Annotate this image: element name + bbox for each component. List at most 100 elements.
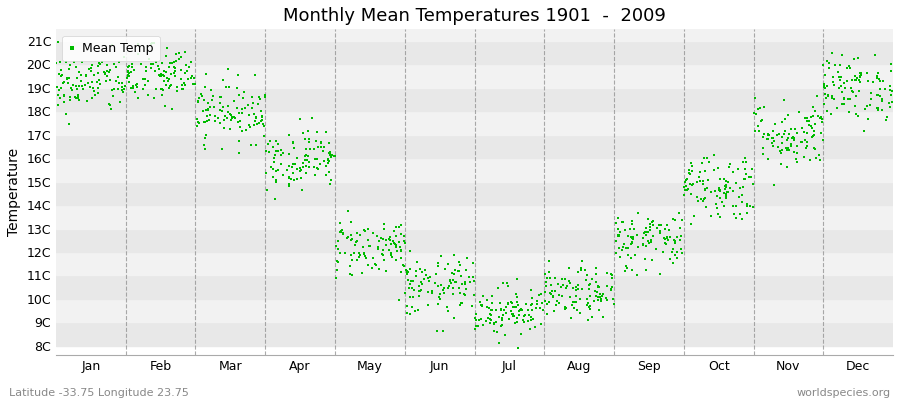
Mean Temp — [414, 269, 428, 275]
Mean Temp — [426, 288, 440, 294]
Mean Temp — [320, 172, 334, 179]
Mean Temp — [860, 70, 874, 76]
Mean Temp — [121, 69, 135, 76]
Mean Temp — [397, 263, 411, 270]
Mean Temp — [151, 65, 166, 72]
Mean Temp — [456, 291, 471, 297]
Mean Temp — [393, 230, 408, 237]
Mean Temp — [169, 58, 184, 64]
Mean Temp — [230, 105, 244, 111]
Mean Temp — [775, 140, 789, 146]
Mean Temp — [399, 266, 413, 273]
Mean Temp — [497, 307, 511, 313]
Mean Temp — [340, 234, 355, 240]
Mean Temp — [158, 103, 172, 109]
Mean Temp — [734, 198, 749, 205]
Mean Temp — [744, 166, 759, 173]
Mean Temp — [706, 167, 721, 174]
Mean Temp — [400, 310, 414, 316]
Mean Temp — [404, 278, 419, 284]
Mean Temp — [824, 50, 839, 57]
Mean Temp — [268, 152, 283, 158]
Mean Temp — [103, 67, 117, 73]
Mean Temp — [584, 314, 598, 320]
Mean Temp — [91, 62, 105, 69]
Mean Temp — [187, 80, 202, 87]
Mean Temp — [142, 56, 157, 63]
Mean Temp — [692, 174, 706, 180]
Mean Temp — [397, 233, 411, 239]
Mean Temp — [520, 318, 535, 324]
Mean Temp — [572, 286, 586, 292]
Mean Temp — [447, 267, 462, 274]
Mean Temp — [157, 68, 171, 75]
Mean Temp — [606, 296, 620, 302]
Mean Temp — [718, 183, 733, 189]
Mean Temp — [589, 279, 603, 286]
Mean Temp — [255, 113, 269, 119]
Mean Temp — [215, 146, 230, 152]
Mean Temp — [50, 84, 65, 90]
Mean Temp — [454, 300, 468, 306]
Mean Temp — [466, 292, 481, 298]
Mean Temp — [376, 252, 391, 258]
Mean Temp — [437, 285, 452, 292]
Mean Temp — [403, 280, 418, 287]
Title: Monthly Mean Temperatures 1901  -  2009: Monthly Mean Temperatures 1901 - 2009 — [284, 7, 666, 25]
Mean Temp — [434, 252, 448, 259]
Mean Temp — [495, 316, 509, 323]
Mean Temp — [57, 93, 71, 100]
Mean Temp — [816, 137, 831, 144]
Mean Temp — [558, 276, 572, 282]
Mean Temp — [441, 261, 455, 268]
Mean Temp — [405, 285, 419, 292]
Mean Temp — [411, 292, 426, 299]
Mean Temp — [208, 113, 222, 120]
Mean Temp — [307, 163, 321, 170]
Mean Temp — [604, 287, 618, 294]
Mean Temp — [335, 226, 349, 233]
Mean Temp — [111, 74, 125, 80]
Mean Temp — [886, 88, 900, 94]
Mean Temp — [410, 306, 425, 313]
Mean Temp — [837, 94, 851, 101]
Mean Temp — [635, 241, 650, 248]
Mean Temp — [61, 75, 76, 81]
Mean Temp — [411, 283, 426, 290]
Mean Temp — [201, 106, 215, 112]
Mean Temp — [853, 74, 868, 80]
Mean Temp — [77, 82, 92, 88]
Bar — [56, 64, 893, 88]
Mean Temp — [100, 62, 114, 68]
Mean Temp — [243, 124, 257, 130]
Mean Temp — [866, 79, 880, 85]
Mean Temp — [673, 246, 688, 252]
Mean Temp — [599, 297, 614, 303]
Mean Temp — [499, 304, 513, 310]
Mean Temp — [202, 112, 217, 119]
Mean Temp — [690, 194, 705, 200]
Mean Temp — [712, 187, 726, 193]
Mean Temp — [304, 115, 319, 121]
Mean Temp — [516, 317, 530, 323]
Mean Temp — [686, 181, 700, 187]
Mean Temp — [441, 284, 455, 291]
Mean Temp — [721, 188, 735, 195]
Mean Temp — [468, 326, 482, 332]
Mean Temp — [554, 284, 568, 290]
Mean Temp — [447, 252, 462, 258]
Mean Temp — [384, 250, 399, 256]
Mean Temp — [707, 188, 722, 194]
Mean Temp — [309, 137, 323, 144]
Mean Temp — [319, 129, 333, 136]
Mean Temp — [85, 65, 99, 72]
Mean Temp — [70, 92, 85, 98]
Mean Temp — [469, 323, 483, 330]
Mean Temp — [522, 312, 536, 319]
Mean Temp — [330, 238, 345, 244]
Mean Temp — [271, 148, 285, 154]
Mean Temp — [816, 84, 831, 90]
Mean Temp — [768, 121, 782, 127]
Mean Temp — [274, 147, 288, 154]
Mean Temp — [353, 252, 367, 258]
